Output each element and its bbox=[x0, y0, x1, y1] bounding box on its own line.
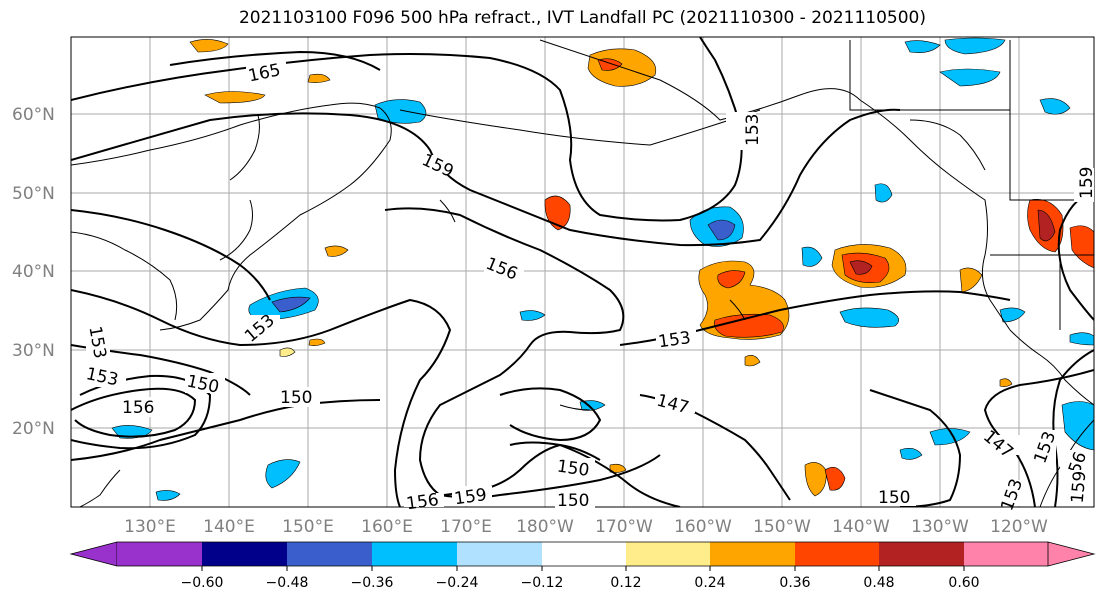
colorbar-tick-label: −0.36 bbox=[351, 575, 394, 591]
colorbar-segment bbox=[542, 542, 626, 566]
colorbar-segment bbox=[626, 542, 710, 566]
contour-label: 156 bbox=[122, 398, 154, 418]
lon-label: 180°W bbox=[516, 517, 574, 537]
lat-label: 30°N bbox=[12, 341, 55, 361]
longitude-axis: 130°E 140°E 150°E 160°E 170°E 180°W 170°… bbox=[124, 517, 1048, 537]
lon-label: 160°W bbox=[674, 517, 732, 537]
colorbar-tick-label: 0.48 bbox=[863, 575, 894, 591]
colorbar-tick-label: 0.24 bbox=[694, 575, 725, 591]
lon-label: 150°E bbox=[282, 517, 334, 537]
colorbar-tick-label: 0.36 bbox=[779, 575, 810, 591]
contour-label: 150 bbox=[557, 491, 589, 511]
negative-shading bbox=[111, 37, 1094, 501]
lon-label: 150°W bbox=[753, 517, 811, 537]
lon-label: 140°E bbox=[203, 517, 255, 537]
lon-label: 130°W bbox=[911, 517, 969, 537]
contour-label: 150 bbox=[556, 457, 591, 481]
lon-label: 140°W bbox=[832, 517, 890, 537]
colorbar-segment bbox=[202, 542, 287, 566]
colorbar-tick-label: −0.24 bbox=[436, 575, 479, 591]
colorbar-tick-label: −0.48 bbox=[266, 575, 309, 591]
contour-label: 150 bbox=[878, 488, 910, 508]
lat-label: 40°N bbox=[12, 262, 55, 282]
colorbar-segment bbox=[457, 542, 542, 566]
lon-label: 170°W bbox=[595, 517, 653, 537]
refractivity-contours bbox=[71, 37, 1094, 507]
contour-label: 150 bbox=[280, 388, 312, 408]
colorbar-max-extension bbox=[1047, 541, 1096, 567]
contour-labels: 165 159 156 153 153 153 150 150 156 150 … bbox=[84, 60, 1097, 514]
lat-label: 50°N bbox=[12, 184, 55, 204]
map-title: 2021103100 F096 500 hPa refract., IVT La… bbox=[238, 8, 926, 28]
latitude-axis: 60°N 50°N 40°N 30°N 20°N bbox=[12, 105, 55, 439]
contour-label: 159 bbox=[1068, 470, 1091, 504]
lon-label: 120°W bbox=[990, 517, 1048, 537]
lat-label: 60°N bbox=[12, 105, 55, 125]
colorbar-segment bbox=[372, 542, 457, 566]
contour-label: 153 bbox=[743, 114, 763, 146]
colorbar-min-extension bbox=[69, 541, 118, 567]
colorbar-tick-label: −0.60 bbox=[181, 575, 224, 591]
colorbar-segment bbox=[795, 542, 879, 566]
lon-label: 170°E bbox=[440, 517, 492, 537]
colorbar-segment bbox=[117, 542, 202, 566]
colorbar-segment bbox=[710, 542, 795, 566]
lat-label: 20°N bbox=[12, 419, 55, 439]
colorbar-tick-label: 0.12 bbox=[610, 575, 641, 591]
colorbar-segment bbox=[287, 542, 372, 566]
lon-label: 160°E bbox=[361, 517, 413, 537]
contour-label: 156 bbox=[405, 490, 440, 514]
contour-label: 159 bbox=[1077, 167, 1097, 199]
colorbar: −0.60 −0.48 −0.36 −0.24 −0.12 0.12 0.24 … bbox=[69, 541, 1096, 591]
contour-label: 159 bbox=[453, 485, 488, 509]
contour-label: 153 bbox=[657, 328, 692, 352]
colorbar-segment bbox=[879, 542, 964, 566]
colorbar-tick-label: 0.60 bbox=[948, 575, 979, 591]
colorbar-tick-label: −0.12 bbox=[521, 575, 564, 591]
coastlines bbox=[71, 39, 1094, 507]
lon-label: 130°E bbox=[124, 517, 176, 537]
colorbar-segment bbox=[964, 542, 1048, 566]
